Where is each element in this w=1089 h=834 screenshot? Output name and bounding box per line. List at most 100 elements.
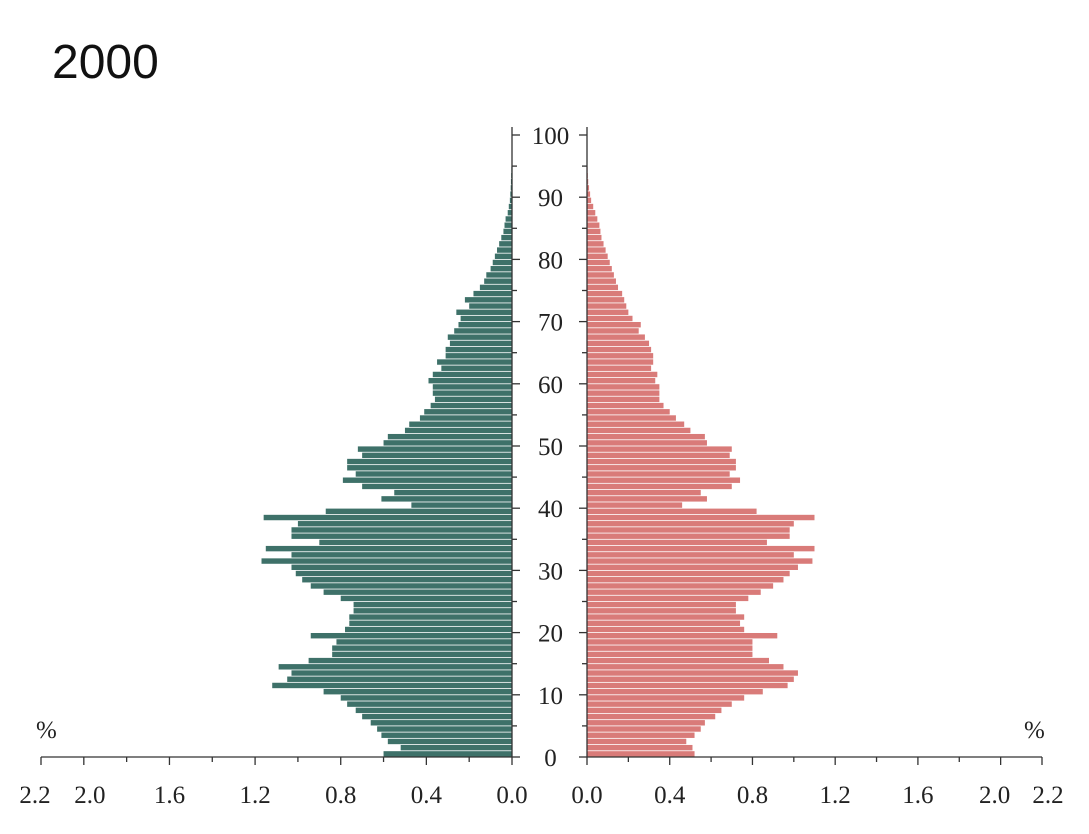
bar (357, 446, 512, 452)
x-tick-label: 1.2 (820, 782, 851, 809)
bar (587, 322, 641, 328)
bar (587, 558, 813, 564)
bar (287, 676, 512, 682)
bar (587, 608, 736, 614)
bar (503, 228, 512, 235)
unit-label: % (1024, 717, 1045, 744)
bar (310, 633, 512, 639)
bar (587, 502, 683, 508)
bar (587, 247, 606, 253)
bar (587, 216, 598, 222)
bar (291, 564, 512, 570)
bar (587, 396, 660, 403)
bar (587, 552, 794, 558)
bar (347, 465, 512, 471)
bar (509, 197, 512, 204)
bar (587, 228, 601, 235)
bar (310, 583, 512, 589)
unit-label: % (36, 717, 57, 744)
bar (587, 253, 608, 259)
y-tick-label: 20 (538, 621, 563, 648)
bar (587, 191, 591, 197)
bar (587, 315, 633, 322)
bar (434, 396, 512, 403)
bar (345, 626, 512, 633)
bar (587, 620, 741, 626)
bar (587, 682, 788, 689)
y-tick-label: 30 (538, 558, 563, 585)
bar (587, 595, 749, 602)
bar (490, 266, 512, 272)
y-tick-label: 50 (538, 434, 563, 461)
x-tick-label: 1.2 (239, 782, 270, 809)
bar (349, 620, 512, 626)
bar (587, 471, 730, 477)
bar (587, 521, 794, 527)
bar (383, 751, 512, 757)
x-tick-label: 2.2 (19, 782, 50, 809)
bar (505, 216, 512, 222)
bar (587, 601, 736, 608)
bar (587, 688, 763, 695)
bar (381, 496, 512, 502)
y-tick-label: 0 (544, 745, 557, 772)
bar (394, 489, 512, 496)
bar (430, 402, 512, 409)
bar (419, 415, 512, 421)
bar (349, 614, 512, 620)
bar (409, 421, 512, 427)
bar (336, 639, 512, 645)
bar (278, 664, 512, 670)
bar (587, 626, 745, 633)
bar (587, 371, 658, 378)
bar (587, 539, 767, 546)
bar (265, 545, 512, 552)
y-tick-label: 90 (538, 185, 563, 212)
bar (587, 353, 654, 359)
bar (587, 197, 592, 204)
y-tick-label: 10 (538, 683, 563, 710)
bar (504, 222, 512, 228)
bar (587, 508, 757, 515)
bar (587, 185, 590, 191)
bar (587, 309, 629, 315)
x-tick-label: 0.0 (496, 782, 527, 809)
bar (437, 359, 512, 365)
bar (587, 465, 736, 471)
bar (587, 477, 741, 483)
bar (587, 340, 650, 347)
bar (383, 440, 512, 446)
bar (297, 521, 512, 527)
bar (587, 334, 645, 340)
bar (291, 533, 512, 539)
x-tick-label: 0.8 (737, 782, 768, 809)
bar (587, 203, 594, 210)
bar (587, 266, 612, 272)
bar (587, 259, 610, 266)
bar (587, 527, 790, 533)
bar (497, 247, 512, 253)
bar (347, 458, 512, 465)
bar (587, 670, 798, 676)
bar (587, 701, 732, 707)
bar (387, 738, 512, 745)
bar (587, 241, 604, 247)
bar (587, 409, 670, 415)
bar (587, 384, 660, 390)
bar (445, 346, 512, 353)
bar (587, 583, 774, 589)
bar (342, 477, 512, 483)
bar (587, 639, 753, 645)
bar (507, 210, 512, 216)
bar (587, 303, 627, 309)
bar (291, 670, 512, 676)
bar (499, 241, 512, 247)
y-tick-label: 80 (538, 247, 563, 274)
x-tick-label: 2.0 (74, 782, 105, 809)
x-tick-label: 2.2 (1032, 782, 1063, 809)
bar (587, 483, 732, 490)
bar (587, 720, 705, 726)
bar (587, 676, 794, 682)
bar (587, 589, 761, 595)
bar (449, 340, 512, 347)
